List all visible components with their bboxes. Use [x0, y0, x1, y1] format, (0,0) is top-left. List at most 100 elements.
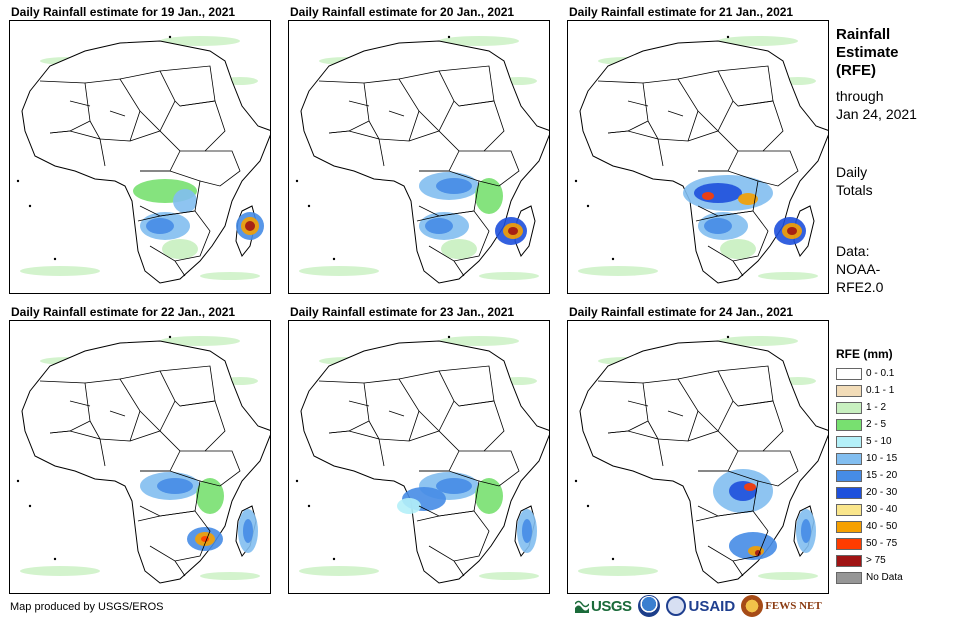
through-label: through [836, 88, 884, 104]
map-panel-20-jan: Daily Rainfall estimate for 20 Jan., 202… [288, 4, 550, 294]
country-border [174, 260, 186, 277]
country-border [757, 450, 799, 487]
country-border [69, 400, 91, 407]
country-border [137, 515, 161, 522]
legend-item: 50 - 75 [836, 535, 903, 552]
legend-label: 30 - 40 [866, 504, 898, 515]
country-border [732, 260, 744, 277]
legend-item: 5 - 10 [836, 433, 903, 450]
rainfall-area [729, 532, 777, 560]
country-border [458, 400, 505, 452]
rainfall-area [475, 478, 503, 514]
legend-swatch [836, 554, 862, 567]
country-border [149, 210, 211, 262]
totals-line: Totals [836, 182, 873, 198]
country-border [453, 260, 465, 277]
legend-label: 5 - 10 [866, 436, 892, 447]
legend-label: 20 - 30 [866, 487, 898, 498]
country-border [139, 470, 201, 517]
country-border [428, 510, 490, 562]
legend-swatch [836, 367, 862, 380]
country-border [642, 378, 699, 442]
rainfall-area [744, 483, 756, 491]
rain-band [479, 572, 539, 580]
legend-swatch [836, 418, 862, 431]
rainfall-area [694, 183, 742, 203]
rain-band [578, 566, 658, 576]
island [307, 504, 311, 508]
country-border [707, 510, 769, 562]
title-line: (RFE) [836, 62, 876, 79]
legend-swatch [836, 469, 862, 482]
legend-label: 15 - 20 [866, 470, 898, 481]
africa-map [574, 35, 828, 284]
legend-swatch [836, 537, 862, 550]
country-border [149, 510, 211, 562]
data-line: NOAA- [836, 261, 881, 277]
totals-label: Daily Totals [836, 163, 873, 199]
island [28, 204, 32, 208]
country-border [199, 150, 241, 187]
usgs-text: USGS [591, 597, 632, 615]
country-border [697, 170, 759, 217]
island [611, 557, 615, 561]
country-border [179, 400, 226, 452]
agency-logos: USGS USAID FEWS NET [575, 595, 828, 617]
legend-item: 1 - 2 [836, 399, 903, 416]
country-border [179, 100, 226, 152]
country-border [428, 210, 490, 262]
usaid-logo: USAID [665, 596, 735, 616]
legend-label: 50 - 75 [866, 538, 898, 549]
country-border [416, 515, 440, 522]
country-border [707, 210, 769, 262]
legend-label: 40 - 50 [866, 521, 898, 532]
country-border [418, 170, 480, 217]
country-border [453, 560, 465, 577]
data-source: Data: NOAA- RFE2.0 [836, 242, 883, 296]
map-credit: Map produced by USGS/EROS [10, 601, 164, 613]
island [611, 257, 615, 261]
rainfall-area [436, 178, 472, 194]
rain-band [299, 566, 379, 576]
legend-swatch [836, 452, 862, 465]
rainfall-area [738, 193, 758, 205]
usaid-seal-icon [665, 596, 686, 616]
island [295, 179, 299, 183]
island [574, 479, 578, 483]
rain-band [479, 272, 539, 280]
country-border [388, 110, 405, 117]
rainfall-map [567, 20, 829, 294]
rainfall-area [245, 221, 255, 231]
continent-outline [579, 340, 828, 584]
noaa-logo [637, 595, 660, 617]
country-border [69, 100, 91, 107]
rain-band [160, 36, 240, 46]
legend-item: 0.1 - 1 [836, 382, 903, 399]
continent-outline [21, 340, 270, 584]
island [295, 479, 299, 483]
country-border [697, 470, 759, 517]
rainfall-map [9, 20, 271, 294]
panel-title: Daily Rainfall estimate for 23 Jan., 202… [290, 305, 515, 319]
legend-label: > 75 [866, 555, 886, 566]
usgs-logo: USGS [575, 598, 632, 615]
legend-swatch [836, 401, 862, 414]
rain-band [718, 336, 798, 346]
legend-swatch [836, 571, 862, 584]
island [53, 257, 57, 261]
rain-band [20, 266, 100, 276]
rainfall-area [475, 178, 503, 214]
country-border [607, 130, 664, 167]
island [168, 35, 172, 39]
map-panel-23-jan: Daily Rainfall estimate for 23 Jan., 202… [288, 304, 550, 594]
country-border [388, 410, 405, 417]
island [586, 204, 590, 208]
continent-outline [579, 40, 828, 284]
continent-outline [300, 40, 549, 284]
rain-band [160, 336, 240, 346]
rfe-legend: RFE (mm) 0 - 0.1 0.1 - 1 1 - 2 2 - 5 5 - 10 1… [836, 347, 903, 586]
rainfall-area [243, 519, 253, 543]
island [168, 335, 172, 339]
island [447, 335, 451, 339]
map-panel-19-jan: Daily Rainfall estimate for 19 Jan., 202… [9, 4, 271, 294]
